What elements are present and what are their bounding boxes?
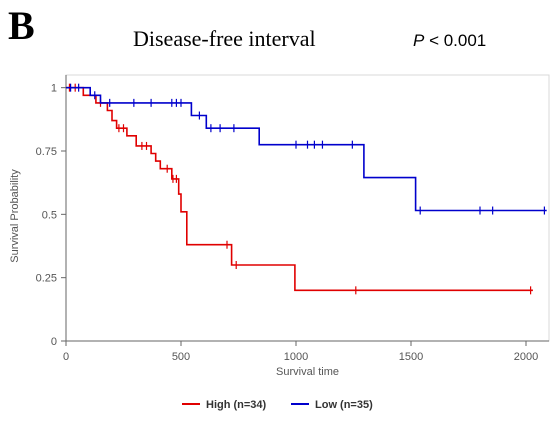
chart-axes: 0 500 1000 1500 2000 0 0.25 0.5 0.75 1 Survival ti… [9,74,550,378]
survival-step-line [66,86,533,292]
legend-label: High (n=34) [206,399,267,411]
survival-step-line [66,86,547,212]
legend-label: Low (n=35) [315,399,373,411]
panel-label: B [8,3,35,48]
y-tick-label: 1 [51,83,57,95]
y-tick-label: 0.5 [42,209,57,221]
y-tick-label: 0.75 [36,146,57,158]
series-low [66,83,547,215]
p-symbol: P [413,31,425,50]
x-axis-label: Survival time [276,366,339,378]
chart-legend: High (n=34) Low (n=35) [182,399,373,411]
plot-frame [65,74,550,342]
x-tick-label: 1000 [284,351,308,363]
series-high [66,83,533,295]
y-tick-label: 0.25 [36,273,57,285]
x-tick-label: 1500 [399,351,423,363]
y-tick-label: 0 [51,336,57,348]
p-value-annotation: P < 0.001 [413,31,486,51]
x-tick-label: 500 [172,351,190,363]
x-tick-label: 0 [63,351,69,363]
chart-title: Disease-free interval [133,26,316,51]
p-value-text: < 0.001 [424,31,487,50]
survival-curves [66,83,547,295]
y-axis-label: Survival Probability [9,169,21,263]
x-tick-label: 2000 [514,351,538,363]
